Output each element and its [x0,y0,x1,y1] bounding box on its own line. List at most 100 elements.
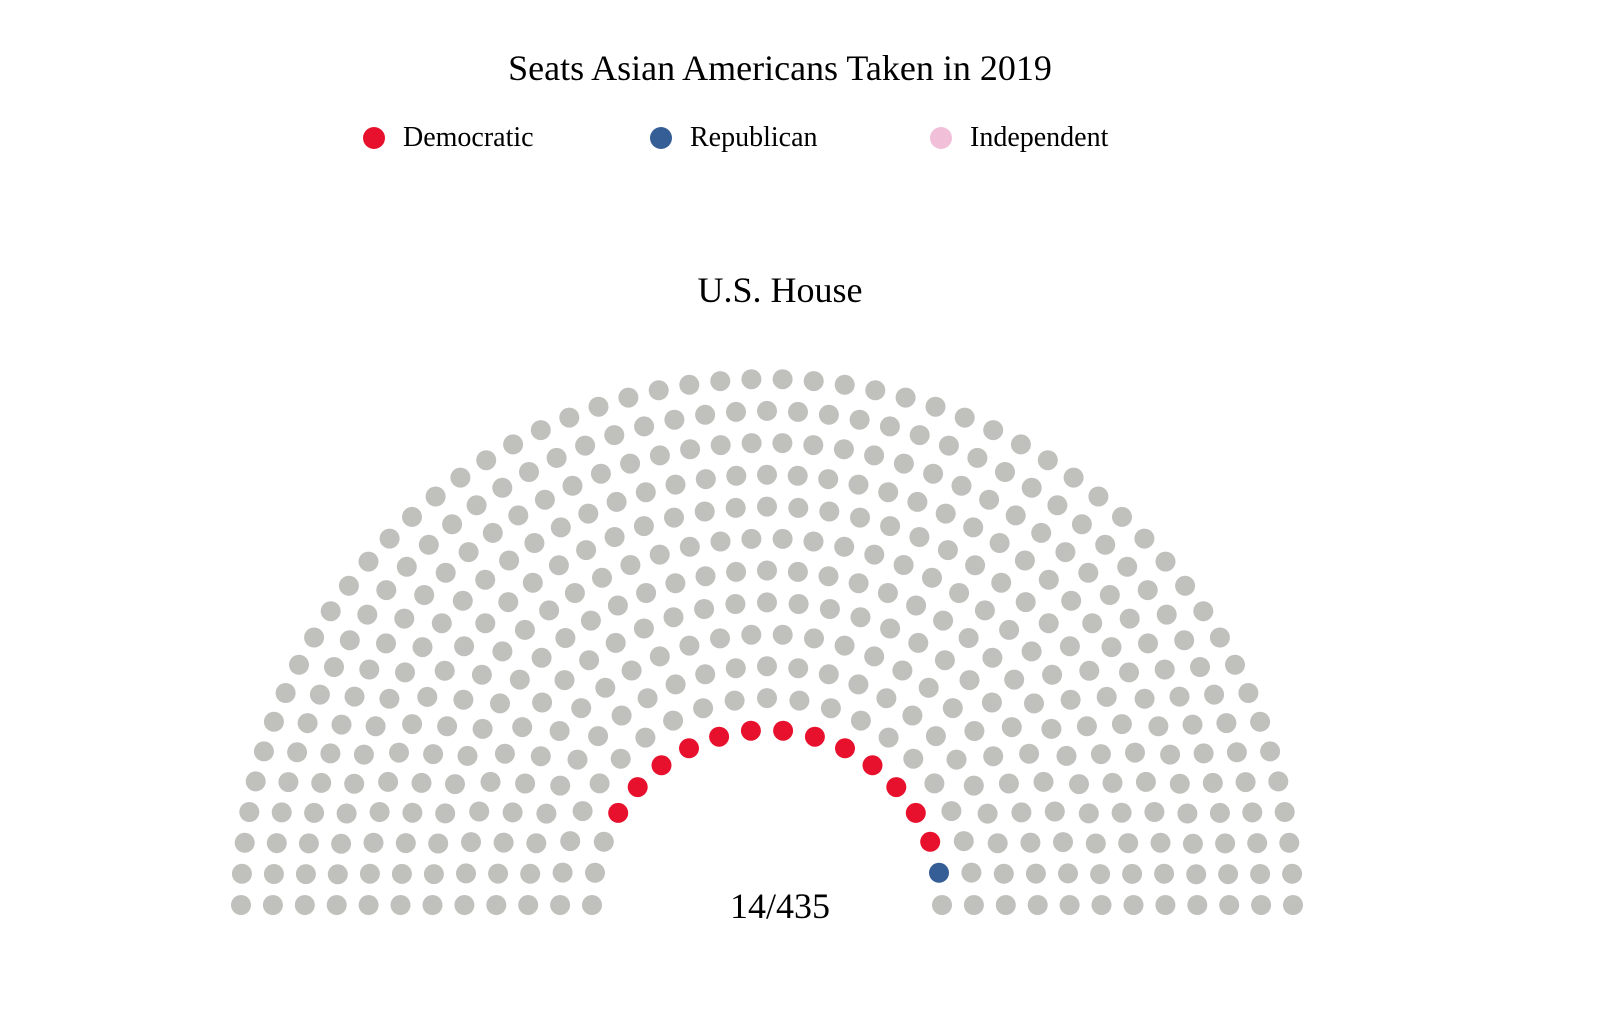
seat-other [1225,654,1245,675]
seat-other [324,657,344,677]
seat-other [326,895,347,915]
seat-other [710,371,731,392]
seat-other [1216,713,1237,734]
seat-other [772,624,793,645]
seat-other [575,435,596,456]
seat-other [1135,771,1156,792]
seat-other [359,659,380,680]
seat-other [724,690,745,711]
seat-other [411,772,432,793]
seat-other [278,772,299,793]
seat-other [1182,833,1203,854]
seat-other [1119,662,1139,683]
seat-other [878,482,899,503]
seat-other [1204,684,1225,705]
seat-other [1024,693,1044,714]
seat-other [453,689,474,710]
seat-other [585,862,605,883]
seat-other [442,514,463,535]
seat-other [1226,742,1247,763]
seat-other [918,677,939,698]
seat-other [982,647,1003,668]
seat-other [818,404,839,425]
seat-other [475,613,496,634]
seat-other [1175,575,1196,596]
seat-other [788,497,809,518]
seat-other [977,803,998,824]
seat-other [1005,505,1026,526]
seat-other [582,895,602,915]
seat-other [578,503,599,524]
seat-other [618,387,639,408]
seat-other [907,491,928,512]
seat-other [592,567,612,588]
seat-other [938,435,959,456]
seat-democratic [679,738,699,759]
seat-other [412,637,433,658]
seat-other [892,660,913,681]
seat-other [1247,833,1268,854]
seat-other [818,469,839,490]
seat-other [772,433,793,454]
seat-other [849,409,870,430]
seat-other [1019,743,1040,764]
seat-other [509,669,530,690]
seat-other [1042,664,1063,685]
seat-other [502,802,523,823]
seat-other [379,528,400,549]
seat-other [571,698,592,719]
seat-other [941,801,962,822]
seat-democratic [627,777,648,798]
seat-other [1069,774,1089,795]
seat-other [590,463,611,484]
seat-other [287,742,308,763]
seat-other [531,647,552,668]
seat-other [1219,895,1240,915]
legend-item-republican: Republican [650,118,818,158]
seat-other [1004,669,1025,690]
seat-other [1027,895,1048,915]
seat-other [297,713,318,734]
seat-other [880,516,901,537]
seat-other [437,716,458,737]
seat-other [634,416,655,437]
seat-other [788,658,809,679]
seat-other [520,863,541,884]
seat-other [469,801,490,822]
seat-other [1059,895,1080,915]
seat-other [363,832,384,853]
legend-dot-republican [650,127,672,149]
seat-other [1242,802,1263,823]
seat-other [320,601,341,622]
seat-other [395,662,415,683]
seat-other [803,371,824,392]
chart-title: Seats Asian Americans Taken in 2019 [508,48,1052,88]
seat-other [620,555,641,575]
seat-other [665,573,686,594]
seat-other [1274,802,1295,822]
seat-other [772,369,793,390]
seat-other [906,595,927,616]
seat-other [695,404,716,425]
seat-other [694,501,715,522]
seat-other [1209,627,1230,648]
seat-other [605,632,626,653]
seat-other [803,531,824,552]
seat-other [357,604,378,625]
seat-other [475,569,496,590]
seat-other [320,743,341,764]
seat-other [555,628,576,648]
seat-other [1001,717,1022,738]
seat-other [710,435,731,456]
seat-other [850,507,870,528]
seat-other [933,610,954,631]
legend-label-republican: Republican [690,122,818,153]
seat-other [834,536,855,557]
seat-other [772,528,793,549]
seat-other [664,507,684,528]
seat-other [396,556,417,577]
seat-other [1041,718,1062,739]
seat-other [1122,863,1143,884]
seat-other [1058,863,1078,884]
seat-other [1137,580,1158,601]
